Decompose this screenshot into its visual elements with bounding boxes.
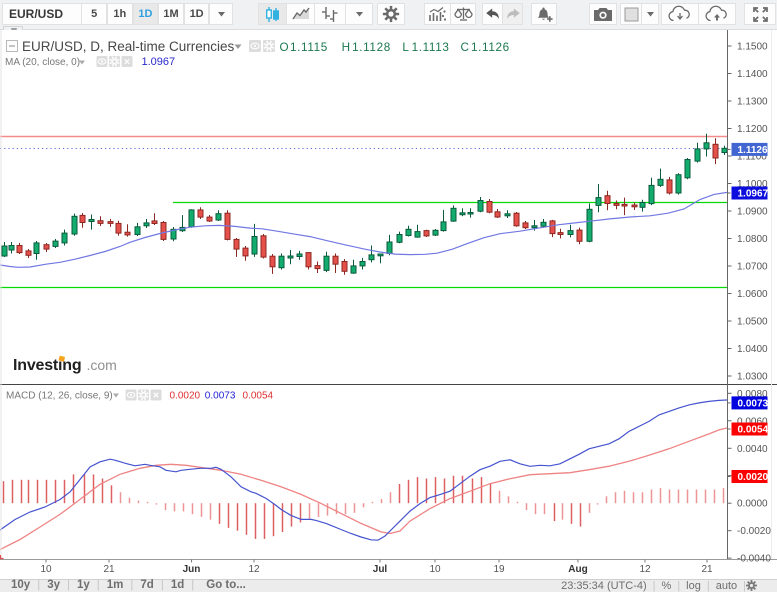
svg-text:0.0040: 0.0040	[737, 444, 768, 455]
svg-text:O: O	[280, 41, 290, 54]
svg-text:1.1128: 1.1128	[352, 41, 391, 54]
svg-text:1.0600: 1.0600	[737, 289, 768, 300]
svg-text:Jun: Jun	[183, 564, 201, 575]
svg-text:Jul: Jul	[373, 564, 388, 575]
svg-text:1.0500: 1.0500	[737, 317, 768, 328]
svg-text:1.0900: 1.0900	[737, 207, 768, 218]
svg-text:21: 21	[103, 564, 115, 575]
svg-text:-0.0020: -0.0020	[737, 526, 771, 537]
svg-text:10: 10	[40, 564, 52, 575]
svg-text:1.1200: 1.1200	[737, 124, 768, 135]
svg-text:10: 10	[429, 564, 441, 575]
svg-text:1.1100: 1.1100	[737, 152, 767, 163]
svg-text:1.1000: 1.1000	[737, 179, 768, 190]
svg-text:L: L	[402, 41, 409, 54]
svg-text:0.0000: 0.0000	[737, 499, 768, 510]
svg-text:21: 21	[701, 564, 713, 575]
svg-text:H: H	[342, 41, 351, 54]
svg-text:1.1300: 1.1300	[737, 97, 768, 108]
svg-text:1.0800: 1.0800	[737, 234, 768, 245]
svg-text:.com: .com	[87, 357, 117, 373]
svg-text:1.1500: 1.1500	[737, 42, 768, 53]
svg-text:1.1126: 1.1126	[738, 145, 768, 156]
svg-text:0.0080: 0.0080	[737, 389, 768, 400]
svg-text:1.0967: 1.0967	[142, 56, 176, 68]
svg-text:-0.0040: -0.0040	[737, 554, 771, 565]
svg-text:19: 19	[493, 564, 505, 575]
svg-text:C: C	[461, 41, 470, 54]
svg-text:1.0400: 1.0400	[737, 344, 768, 355]
svg-text:0.0020: 0.0020	[170, 391, 201, 402]
svg-text:0.0054: 0.0054	[243, 391, 274, 402]
svg-text:1.1400: 1.1400	[737, 69, 768, 80]
svg-text:1.1115: 1.1115	[290, 41, 328, 54]
svg-text:12: 12	[639, 564, 651, 575]
svg-text:MA (20, close, 0): MA (20, close, 0)	[5, 57, 80, 68]
svg-text:0.0020: 0.0020	[738, 472, 769, 483]
svg-text:0.0054: 0.0054	[738, 425, 769, 436]
svg-text:1.1126: 1.1126	[471, 41, 510, 54]
svg-text:MACD (12, 26, close, 9): MACD (12, 26, close, 9)	[6, 391, 113, 402]
svg-text:0.0073: 0.0073	[205, 391, 236, 402]
svg-text:0.0060: 0.0060	[737, 416, 768, 427]
svg-text:1.0700: 1.0700	[737, 262, 768, 273]
svg-text:EUR/USD, D, Real-time Currenci: EUR/USD, D, Real-time Currencies	[22, 39, 235, 54]
svg-text:0.0073: 0.0073	[738, 398, 769, 409]
svg-text:12: 12	[248, 564, 260, 575]
svg-text:1.0300: 1.0300	[737, 372, 768, 383]
svg-text:1.1113: 1.1113	[412, 41, 450, 54]
svg-text:Investıng: Investıng	[13, 357, 81, 374]
svg-text:Aug: Aug	[568, 564, 587, 575]
svg-text:1.0967: 1.0967	[738, 189, 769, 200]
